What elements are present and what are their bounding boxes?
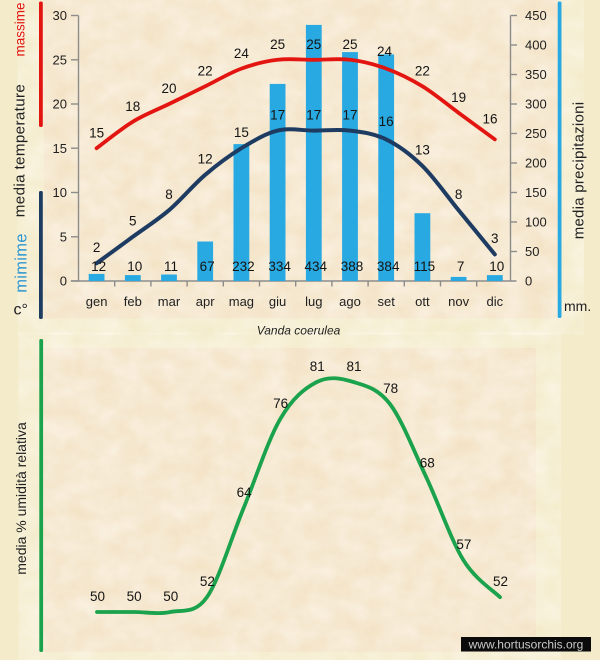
svg-text:nov: nov xyxy=(448,294,469,309)
svg-text:52: 52 xyxy=(200,574,215,589)
svg-text:mar: mar xyxy=(158,294,181,309)
svg-text:2: 2 xyxy=(93,240,101,255)
svg-text:18: 18 xyxy=(125,99,140,114)
svg-text:7: 7 xyxy=(457,259,465,274)
svg-text:giu: giu xyxy=(269,294,286,309)
svg-text:0: 0 xyxy=(525,274,532,289)
svg-text:232: 232 xyxy=(232,259,255,274)
svg-text:11: 11 xyxy=(164,259,178,274)
svg-text:massime: massime xyxy=(12,2,27,56)
svg-text:10: 10 xyxy=(489,259,504,274)
svg-text:5: 5 xyxy=(60,229,67,244)
svg-text:50: 50 xyxy=(127,589,142,604)
svg-text:50: 50 xyxy=(163,589,178,604)
svg-text:25: 25 xyxy=(306,37,321,52)
svg-text:24: 24 xyxy=(234,46,250,61)
svg-text:13: 13 xyxy=(415,143,430,158)
svg-text:set: set xyxy=(378,294,396,309)
svg-text:3: 3 xyxy=(491,231,499,246)
svg-text:mag: mag xyxy=(229,294,254,309)
svg-text:150: 150 xyxy=(525,185,547,200)
svg-text:media % umidità relativa: media % umidità relativa xyxy=(13,422,29,575)
svg-text:16: 16 xyxy=(482,112,497,127)
svg-text:17: 17 xyxy=(342,107,357,122)
svg-text:25: 25 xyxy=(270,37,285,52)
svg-text:media temperature: media temperature xyxy=(12,84,29,217)
svg-text:300: 300 xyxy=(525,97,547,112)
svg-text:5: 5 xyxy=(129,213,137,228)
svg-text:100: 100 xyxy=(525,215,547,230)
svg-text:15: 15 xyxy=(234,125,249,140)
svg-text:12: 12 xyxy=(91,259,106,274)
svg-text:115: 115 xyxy=(414,259,436,274)
svg-text:76: 76 xyxy=(273,396,288,411)
svg-text:250: 250 xyxy=(525,126,547,141)
svg-text:0: 0 xyxy=(60,274,67,289)
svg-text:12: 12 xyxy=(198,152,213,167)
svg-text:c°: c° xyxy=(14,302,28,319)
svg-text:www.hortusorchis.org: www.hortusorchis.org xyxy=(468,638,584,652)
svg-text:200: 200 xyxy=(525,156,547,171)
svg-text:apr: apr xyxy=(196,294,215,309)
svg-text:388: 388 xyxy=(341,259,364,274)
svg-text:Vanda coerulea: Vanda coerulea xyxy=(257,324,341,338)
svg-text:64: 64 xyxy=(237,485,253,500)
svg-text:22: 22 xyxy=(198,64,213,79)
svg-text:feb: feb xyxy=(124,294,142,309)
svg-text:8: 8 xyxy=(165,187,173,202)
svg-text:mimime: mimime xyxy=(13,233,31,293)
svg-text:dic: dic xyxy=(486,294,503,309)
svg-text:78: 78 xyxy=(383,381,398,396)
svg-text:15: 15 xyxy=(53,141,67,156)
svg-text:20: 20 xyxy=(161,81,176,96)
svg-text:57: 57 xyxy=(456,537,471,552)
svg-text:25: 25 xyxy=(342,37,357,52)
svg-text:lug: lug xyxy=(305,294,322,309)
svg-text:25: 25 xyxy=(53,52,67,67)
svg-text:10: 10 xyxy=(53,185,67,200)
svg-text:52: 52 xyxy=(493,574,508,589)
svg-text:50: 50 xyxy=(90,589,105,604)
svg-text:19: 19 xyxy=(451,90,466,105)
svg-text:ott: ott xyxy=(415,294,430,309)
svg-text:15: 15 xyxy=(89,125,104,140)
svg-text:8: 8 xyxy=(455,187,463,202)
svg-text:17: 17 xyxy=(270,107,285,122)
svg-text:gen: gen xyxy=(86,294,108,309)
svg-text:10: 10 xyxy=(127,259,142,274)
svg-text:20: 20 xyxy=(53,97,67,112)
svg-text:384: 384 xyxy=(377,259,400,274)
svg-text:mm.: mm. xyxy=(564,298,591,314)
svg-text:17: 17 xyxy=(306,107,321,122)
svg-text:24: 24 xyxy=(377,44,393,59)
svg-text:media precipitazioni: media precipitazioni xyxy=(571,102,588,240)
svg-text:ago: ago xyxy=(339,294,361,309)
svg-text:434: 434 xyxy=(305,259,328,274)
svg-text:450: 450 xyxy=(525,8,547,23)
svg-text:68: 68 xyxy=(420,455,435,470)
svg-text:350: 350 xyxy=(525,67,547,82)
svg-text:22: 22 xyxy=(415,64,430,79)
svg-text:50: 50 xyxy=(525,244,539,259)
svg-text:81: 81 xyxy=(346,359,361,374)
svg-text:400: 400 xyxy=(525,38,547,53)
svg-text:81: 81 xyxy=(310,359,325,374)
svg-text:16: 16 xyxy=(379,114,394,129)
svg-text:67: 67 xyxy=(200,259,215,274)
svg-text:30: 30 xyxy=(53,8,67,23)
svg-text:334: 334 xyxy=(268,259,291,274)
